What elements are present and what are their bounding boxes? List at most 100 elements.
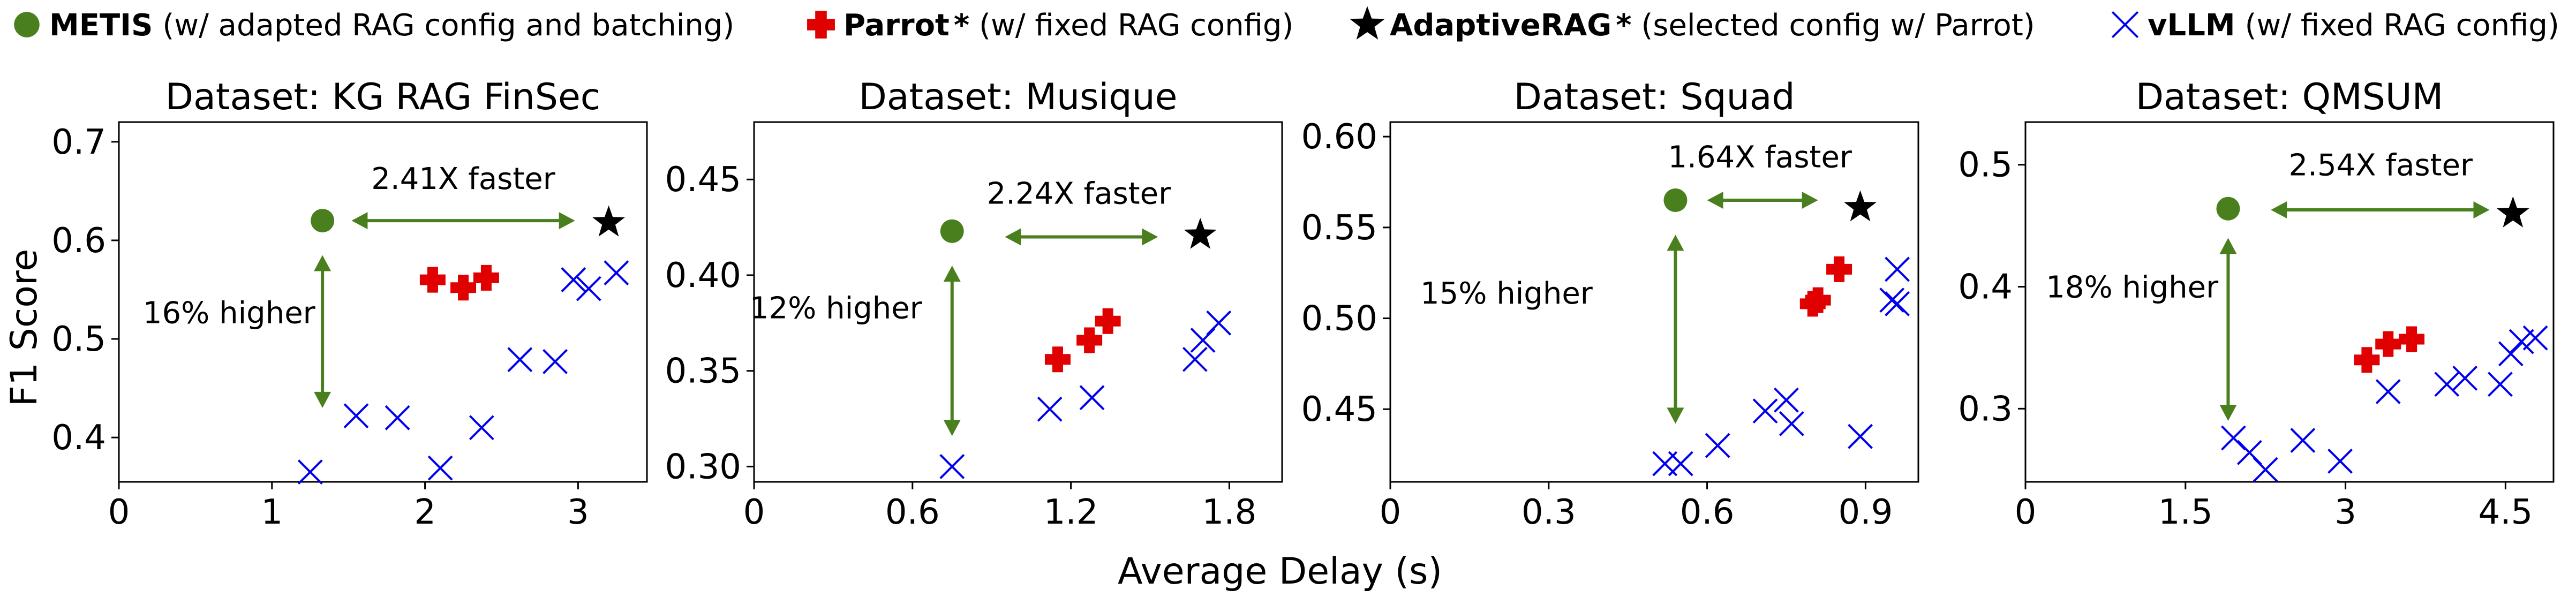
vllm-point — [576, 276, 601, 301]
panel-1: Dataset: KG RAG FinSec 0 1 2 3 0.4 0.5 0.6 0.7 2.… — [51, 76, 648, 532]
panel-3: Dataset: Squad 0 0.3 0.6 0.9 0.45 0.50 0.55 0.60… — [1301, 76, 1919, 532]
metis-point — [940, 219, 964, 243]
vllm-point — [2253, 457, 2278, 482]
x-tick-label: 1.8 — [1202, 493, 1257, 532]
x-tick-label: 0 — [1380, 493, 1402, 532]
y-tick-label: 0.40 — [665, 256, 742, 296]
x-tick-label: 1 — [261, 493, 283, 532]
vllm-point — [507, 347, 533, 373]
legend-text: Parrot * (w/ fixed RAG config) — [843, 8, 1293, 43]
panel-title: Dataset: KG RAG FinSec — [165, 76, 600, 118]
adaptiverag-point — [2496, 196, 2529, 228]
chart-panels: Dataset: KG RAG FinSec 0 1 2 3 0.4 0.5 0.6 0.7 2.… — [51, 76, 2555, 532]
vllm-point — [2452, 365, 2478, 391]
legend-star: * — [1616, 8, 1631, 43]
arrow-head — [314, 391, 332, 408]
legend-marker — [14, 12, 40, 37]
legend-item-vllm: vLLM (w/ fixed RAG config) — [2111, 8, 2559, 43]
y-tick-label: 0.55 — [1301, 208, 1378, 248]
legend-name: AdaptiveRAG — [1390, 8, 1611, 43]
arrow-head — [943, 266, 961, 282]
vllm-point — [1885, 291, 1910, 316]
adaptiverag-point — [592, 205, 625, 237]
vllm-point — [604, 260, 629, 286]
vllm-point — [1885, 256, 1910, 282]
panel-4: Dataset: QMSUM 0 1.5 3 4.5 0.3 0.4 0.5 2.54X fas… — [1958, 76, 2555, 532]
parrot-point — [1044, 346, 1071, 373]
plot-frame — [2024, 121, 2555, 483]
metis-point — [311, 209, 335, 233]
legend-name: vLLM — [2148, 8, 2235, 43]
speedup-label: 1.64X faster — [1668, 140, 1852, 175]
vllm-point — [469, 415, 494, 441]
vllm-point — [2522, 325, 2548, 351]
parrot-point — [2399, 326, 2425, 352]
y-tick-label: 0.5 — [51, 320, 106, 359]
panel-title: Dataset: Musique — [859, 76, 1178, 118]
arrow-head — [1802, 191, 1818, 209]
vllm-point — [543, 349, 568, 374]
vllm-point — [2487, 372, 2513, 397]
arrow-head — [1005, 228, 1021, 246]
panel-title: Dataset: Squad — [1513, 76, 1795, 118]
accuracy-label: 16% higher — [143, 296, 316, 330]
legend-marker — [807, 11, 835, 39]
vllm-point — [385, 405, 410, 430]
parrot-point — [2354, 347, 2380, 373]
metis-point — [2216, 196, 2240, 221]
vllm-point — [297, 459, 323, 485]
legend-desc: (w/ fixed RAG config) — [979, 8, 1293, 43]
vllm-point — [1182, 346, 1208, 372]
arrow-head — [2271, 201, 2287, 219]
arrow-head — [1707, 191, 1723, 209]
speedup-label: 2.41X faster — [371, 162, 555, 196]
accuracy-label: 12% higher — [750, 291, 923, 326]
x-tick-label: 0 — [743, 493, 765, 532]
vllm-point — [2509, 329, 2534, 354]
speedup-label: 2.24X faster — [987, 176, 1171, 211]
plot-frame — [1389, 121, 1919, 483]
y-tick-label: 0.30 — [665, 447, 742, 487]
parrot-point — [419, 267, 446, 293]
vllm-point — [561, 267, 586, 292]
x-tick-label: 3 — [2334, 493, 2356, 532]
y-tick-label: 0.6 — [51, 221, 106, 261]
vllm-point — [1037, 396, 1063, 422]
plot-frame — [753, 121, 1283, 483]
y-tick-label: 0.60 — [1301, 117, 1378, 157]
legend-item-metis: METIS (w/ adapted RAG config and batching… — [14, 8, 734, 43]
panel-title: Dataset: QMSUM — [2136, 76, 2444, 118]
vllm-point — [427, 455, 453, 481]
x-tick-label: 0 — [108, 493, 130, 532]
vllm-point — [1848, 424, 1873, 449]
metis-point — [1663, 188, 1688, 212]
x-tick-label: 3 — [567, 493, 589, 532]
y-tick-label: 0.35 — [665, 352, 742, 391]
vllm-point — [1705, 433, 1730, 458]
legend-desc: (w/ fixed RAG config) — [2245, 8, 2559, 43]
y-tick-label: 0.45 — [1301, 390, 1378, 429]
legend-item-parrot: Parrot * (w/ fixed RAG config) — [807, 8, 1293, 43]
y-tick-label: 0.50 — [1301, 299, 1378, 339]
accuracy-label: 18% higher — [2046, 270, 2219, 305]
vllm-point — [1079, 385, 1105, 411]
vllm-point — [1206, 310, 1232, 336]
x-axis-label: Average Delay (s) — [1118, 550, 1442, 593]
x-tick-label: 1.2 — [1044, 493, 1098, 532]
arrow-head — [1667, 407, 1684, 424]
parrot-point — [1076, 327, 1103, 353]
x-tick-label: 4.5 — [2478, 493, 2533, 532]
x-tick-label: 1.5 — [2158, 493, 2213, 532]
legend-text: vLLM (w/ fixed RAG config) — [2148, 8, 2559, 43]
y-tick-label: 0.4 — [1958, 268, 2013, 307]
y-tick-label: 0.45 — [665, 160, 742, 200]
vllm-point — [1879, 288, 1905, 313]
legend-marker — [2111, 11, 2139, 39]
arrow-head — [1667, 235, 1684, 251]
vllm-point — [1779, 411, 1804, 436]
parrot-point — [1095, 308, 1121, 334]
arrow-head — [2219, 238, 2237, 254]
y-axis-label: F1 Score — [3, 249, 46, 406]
x-tick-label: 0.6 — [1680, 493, 1735, 532]
